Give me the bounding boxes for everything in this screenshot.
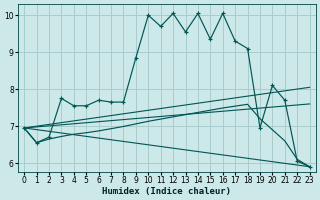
X-axis label: Humidex (Indice chaleur): Humidex (Indice chaleur) — [102, 187, 231, 196]
